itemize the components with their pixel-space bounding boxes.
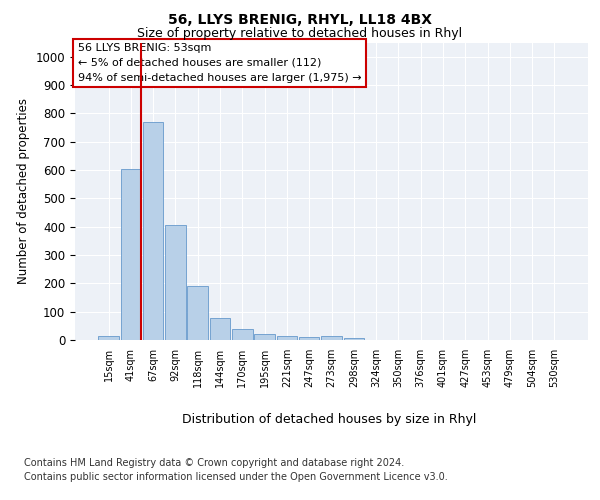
Text: 56 LLYS BRENIG: 53sqm
← 5% of detached houses are smaller (112)
94% of semi-deta: 56 LLYS BRENIG: 53sqm ← 5% of detached h… [77,43,361,82]
Bar [321,336,342,340]
Bar [98,336,119,340]
Bar [277,336,297,340]
Text: Contains HM Land Registry data © Crown copyright and database right 2024.: Contains HM Land Registry data © Crown c… [24,458,404,468]
Bar [344,338,364,340]
Bar [232,328,253,340]
Bar [121,168,141,340]
Bar [254,334,275,340]
Y-axis label: Number of detached properties: Number of detached properties [17,98,30,284]
Bar [165,225,186,340]
Bar [210,318,230,340]
Bar [143,122,163,340]
Text: Contains public sector information licensed under the Open Government Licence v3: Contains public sector information licen… [24,472,448,482]
Text: Size of property relative to detached houses in Rhyl: Size of property relative to detached ho… [137,28,463,40]
Bar [299,337,319,340]
Text: Distribution of detached houses by size in Rhyl: Distribution of detached houses by size … [182,412,476,426]
Bar [187,286,208,340]
Text: 56, LLYS BRENIG, RHYL, LL18 4BX: 56, LLYS BRENIG, RHYL, LL18 4BX [168,12,432,26]
